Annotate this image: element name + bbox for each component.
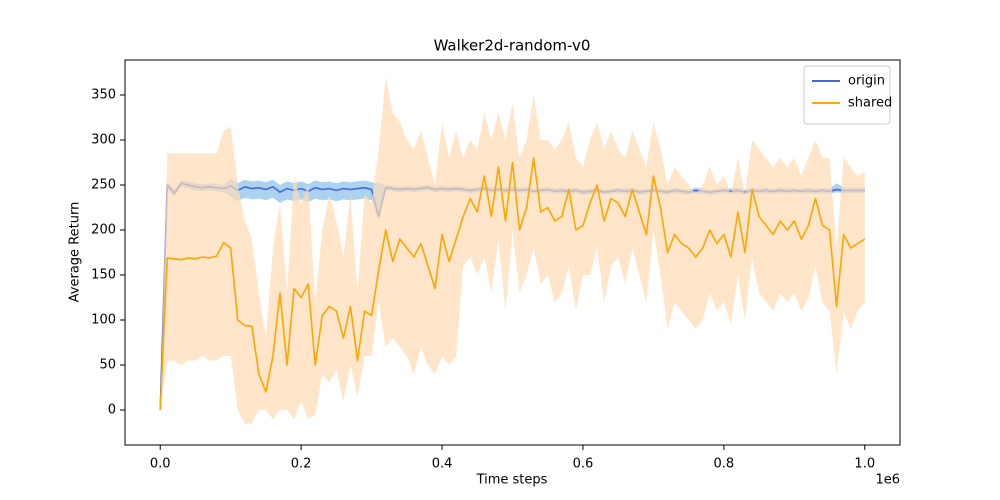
band [160, 77, 865, 424]
x-tick-label: 0.8 [714, 457, 735, 472]
y-tick-label: 300 [91, 133, 116, 148]
x-tick-label: 0.2 [291, 457, 312, 472]
x-tick-label: 0.0 [150, 457, 171, 472]
y-tick-label: 0 [108, 402, 116, 417]
y-tick-label: 150 [91, 267, 116, 282]
legend-label: origin [848, 74, 885, 89]
chart-title: Walker2d-random-v0 [434, 37, 591, 55]
y-tick-label: 350 [91, 88, 116, 103]
x-offset-label: 1e6 [875, 473, 900, 488]
x-tick-label: 1.0 [854, 457, 875, 472]
legend-label: shared [848, 96, 892, 111]
y-tick-label: 200 [91, 223, 116, 238]
y-axis-label: Average Return [68, 202, 83, 303]
plot-frame [124, 59, 901, 446]
line [159, 157, 866, 411]
legend: origin shared [803, 65, 892, 125]
y-tick-label: 100 [91, 312, 116, 327]
x-tick-label: 0.6 [573, 457, 594, 472]
x-tick-label: 0.4 [432, 457, 453, 472]
y-tick-label: 50 [99, 357, 116, 372]
x-axis-label: Time steps [476, 473, 548, 488]
y-tick-label: 250 [91, 178, 116, 193]
